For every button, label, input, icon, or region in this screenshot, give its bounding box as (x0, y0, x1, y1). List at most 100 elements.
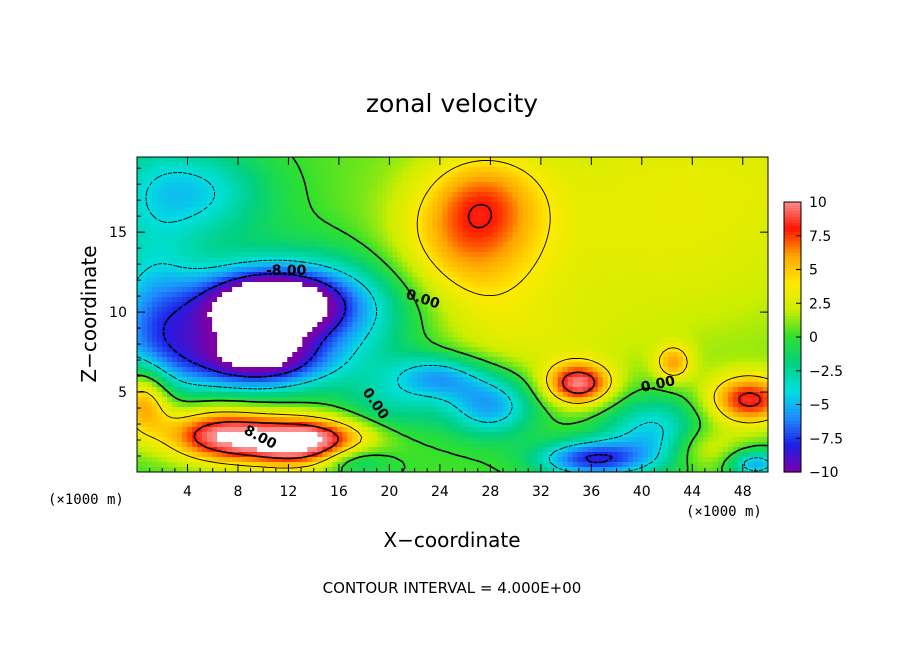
field-cell (727, 337, 734, 343)
field-cell (147, 157, 153, 163)
field-cell (192, 352, 198, 358)
field-cell (307, 277, 313, 283)
field-cell (442, 222, 449, 228)
field-cell (332, 262, 338, 268)
field-cell (547, 322, 554, 328)
field-cell (197, 262, 203, 268)
field-cell (552, 287, 559, 293)
field-cell (267, 177, 273, 183)
field-cell (602, 182, 609, 188)
field-cell (622, 167, 629, 173)
field-cell (277, 172, 283, 178)
field-cell (387, 322, 394, 328)
field-cell (422, 217, 429, 223)
field-cell (422, 202, 429, 208)
field-cell (297, 192, 303, 198)
field-cell (392, 302, 399, 308)
field-cell (167, 292, 173, 298)
field-cell (362, 202, 368, 208)
field-cell (297, 277, 303, 283)
field-cell (387, 202, 394, 208)
field-cell (297, 182, 303, 188)
field-cell (157, 162, 163, 168)
field-cell (562, 347, 569, 353)
field-cell (712, 182, 719, 188)
field-cell (722, 187, 729, 193)
field-cell (397, 222, 404, 228)
field-cell (342, 167, 348, 173)
field-cell (572, 212, 579, 218)
field-cell (582, 247, 589, 253)
field-cell (442, 327, 449, 333)
field-cell (217, 207, 223, 213)
field-cell (722, 272, 729, 278)
field-cell (642, 302, 649, 308)
field-cell (582, 212, 589, 218)
field-cell (702, 257, 709, 263)
field-cell (607, 187, 614, 193)
field-cell (552, 172, 559, 178)
field-cell (357, 312, 363, 318)
field-cell (552, 282, 559, 288)
field-cell (147, 202, 153, 208)
field-cell (677, 182, 684, 188)
field-cell (177, 312, 183, 318)
field-cell (177, 222, 183, 228)
field-cell (352, 232, 358, 238)
field-cell (432, 252, 439, 258)
field-cell (662, 212, 669, 218)
field-cell (517, 347, 524, 353)
field-cell (527, 222, 534, 228)
field-cell (367, 232, 373, 238)
field-cell (662, 257, 669, 263)
field-cell (662, 222, 669, 228)
field-cell (692, 167, 699, 173)
field-cell (732, 297, 739, 303)
field-cell (287, 202, 293, 208)
field-cell (712, 332, 719, 338)
field-cell (332, 202, 338, 208)
field-cell (312, 252, 318, 258)
field-cell (527, 327, 534, 333)
field-cell (492, 352, 499, 358)
field-cell (182, 337, 188, 343)
field-cell (287, 267, 293, 273)
field-cell (217, 237, 223, 243)
field-cell (362, 237, 368, 243)
field-cell (612, 172, 619, 178)
field-cell (597, 312, 604, 318)
field-cell (762, 347, 768, 353)
field-cell (727, 322, 734, 328)
field-cell (352, 187, 358, 193)
field-cell (252, 322, 258, 328)
field-cell (357, 157, 363, 163)
field-cell (632, 252, 639, 258)
field-cell (167, 197, 173, 203)
field-cell (242, 257, 248, 263)
field-cell (512, 337, 519, 343)
field-cell (642, 227, 649, 233)
field-cell (622, 162, 629, 168)
field-cell (692, 312, 699, 318)
field-cell (462, 217, 469, 223)
field-cell (357, 297, 363, 303)
field-cell (667, 237, 674, 243)
field-cell (347, 267, 353, 273)
field-cell (202, 252, 208, 258)
field-cell (182, 207, 188, 213)
field-cell (422, 172, 429, 178)
field-cell (137, 272, 143, 278)
field-cell (377, 172, 383, 178)
field-cell (667, 232, 674, 238)
field-cell (527, 247, 534, 253)
field-cell (222, 307, 228, 313)
field-cell (212, 327, 218, 333)
field-cell (552, 157, 559, 163)
field-cell (742, 227, 749, 233)
field-cell (352, 202, 358, 208)
field-cell (137, 247, 143, 253)
field-cell (462, 242, 469, 248)
field-cell (157, 247, 163, 253)
field-cell (252, 337, 258, 343)
field-cell (487, 192, 494, 198)
